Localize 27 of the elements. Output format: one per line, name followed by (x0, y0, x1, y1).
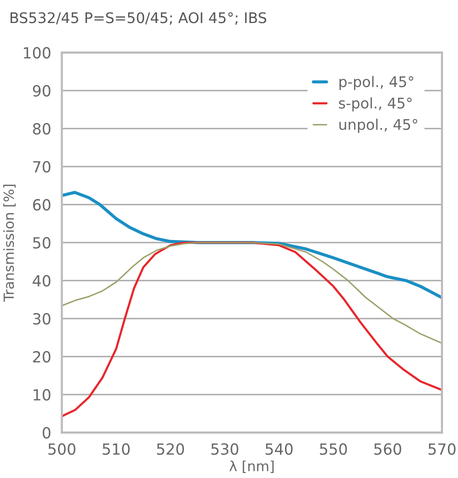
line-series (62, 242, 442, 344)
y-tick-label: 20 (33, 351, 50, 363)
y-tick-label: 0 (42, 427, 50, 439)
y-tick-label: 10 (34, 389, 50, 401)
y-tick-label: 50 (33, 237, 50, 249)
y-tick-label: 60 (33, 199, 50, 211)
y-tick-label: 90 (32, 85, 50, 97)
y-tick-label: 70 (33, 161, 50, 173)
line-series (62, 242, 442, 418)
x-tick-label: 530 (211, 443, 238, 455)
x-tick-label: 540 (266, 443, 293, 455)
chart-title: BS532/45 P=S=50/45; AOI 45°; IBS (10, 12, 266, 25)
x-tick-label: 560 (374, 443, 402, 455)
y-tick-label: 100 (24, 47, 50, 59)
legend-label: p-pol., 45° (339, 76, 414, 90)
y-tick-label: 40 (32, 275, 50, 287)
x-tick-label: 570 (428, 443, 456, 455)
y-tick-label: 30 (33, 313, 50, 325)
x-tick-label: 500 (48, 443, 76, 455)
x-tick-label: 510 (102, 443, 130, 455)
legend-label: unpol., 45° (339, 118, 418, 133)
x-tick-label: 520 (157, 443, 184, 455)
y-tick-label: 80 (33, 123, 50, 135)
x-tick-label: 550 (320, 443, 347, 455)
y-axis-title: Transmission [%] (3, 184, 16, 302)
x-axis-title: λ [nm] (229, 460, 274, 473)
legend-label: s-pol., 45° (338, 97, 412, 112)
